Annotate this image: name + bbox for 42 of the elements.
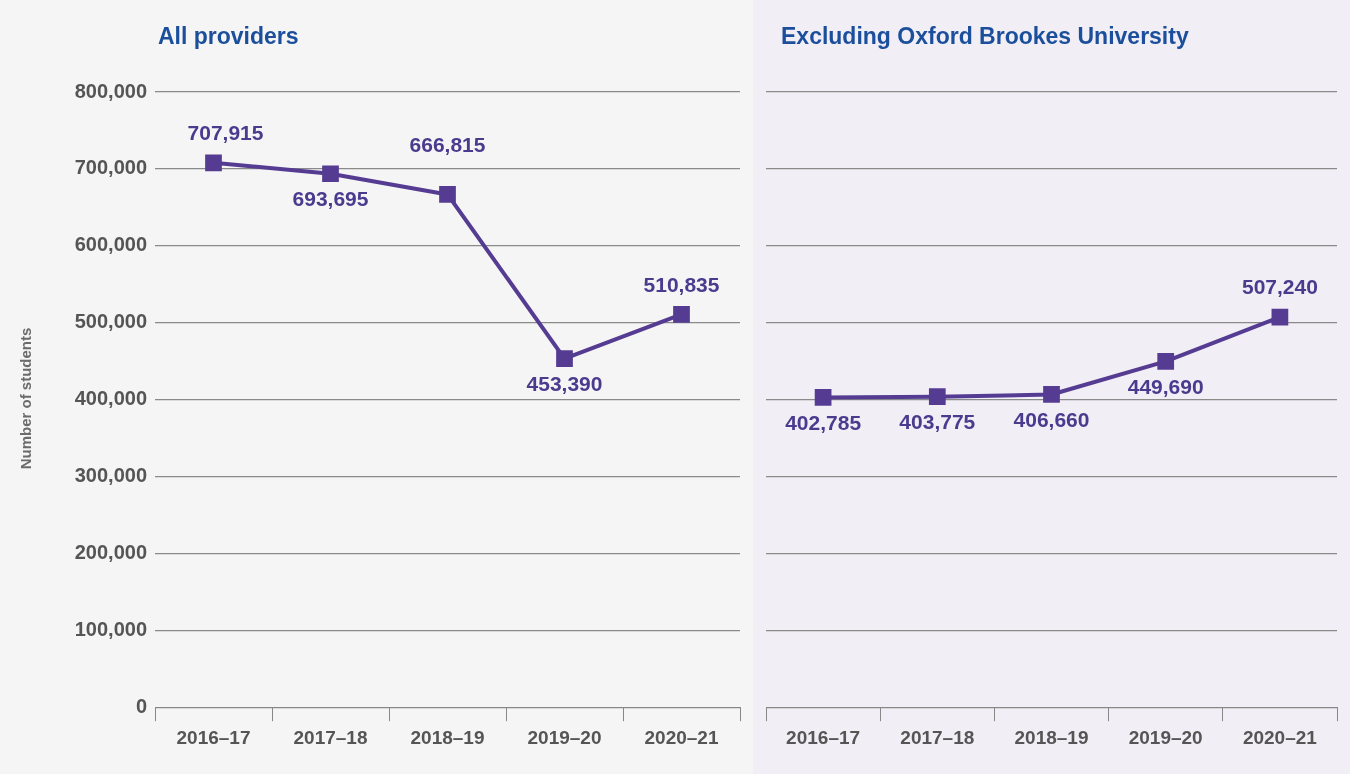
point [556, 350, 573, 367]
point [1043, 386, 1060, 403]
data-label: 510,835 [643, 272, 720, 296]
point [814, 389, 832, 406]
data-label: 507,240 [1241, 275, 1318, 299]
data-label: 666,815 [409, 132, 486, 156]
x-tick-label: 2017–18 [900, 726, 975, 748]
chart-title: Excluding Oxford Brookes University [781, 23, 1189, 49]
y-tick-label: 400,000 [74, 387, 147, 410]
x-tick-label: 2019–20 [527, 726, 602, 748]
data-label: 402,785 [785, 410, 862, 434]
y-axis-title: Number of students [16, 326, 34, 472]
x-tick-label: 2016–17 [786, 726, 861, 748]
y-tick-label: 0 [135, 694, 147, 717]
data-label: 406,660 [1013, 407, 1090, 431]
y-tick-label: 700,000 [74, 156, 147, 179]
y-tick-label: 200,000 [74, 540, 147, 563]
y-tick-label: 600,000 [74, 233, 147, 256]
y-tick-label: 100,000 [74, 617, 147, 640]
data-label: 453,390 [526, 371, 603, 395]
y-tick-label: 800,000 [74, 79, 147, 102]
x-tick-label: 2018–19 [410, 726, 485, 748]
data-label: 403,775 [899, 409, 976, 433]
point [928, 388, 946, 406]
x-tick-label: 2018–19 [1014, 726, 1089, 748]
point [1271, 308, 1289, 326]
x-tick-label: 2017–18 [293, 726, 368, 748]
point [439, 186, 456, 203]
x-tick-label: 2019–20 [1128, 726, 1203, 748]
y-tick-label: 500,000 [74, 310, 147, 333]
data-label: 449,690 [1127, 374, 1204, 398]
point [673, 306, 690, 323]
x-tick-label: 2020–21 [644, 726, 719, 748]
y-tick-label: 300,000 [74, 464, 147, 487]
data-label: 707,915 [187, 121, 264, 145]
data-label: 693,695 [292, 187, 369, 211]
chart-title: All providers [158, 23, 299, 49]
x-tick-label: 2020–21 [1242, 726, 1318, 748]
x-tick-label: 2016–17 [176, 726, 251, 748]
point [205, 154, 222, 172]
point [1157, 353, 1175, 370]
point [322, 165, 339, 183]
